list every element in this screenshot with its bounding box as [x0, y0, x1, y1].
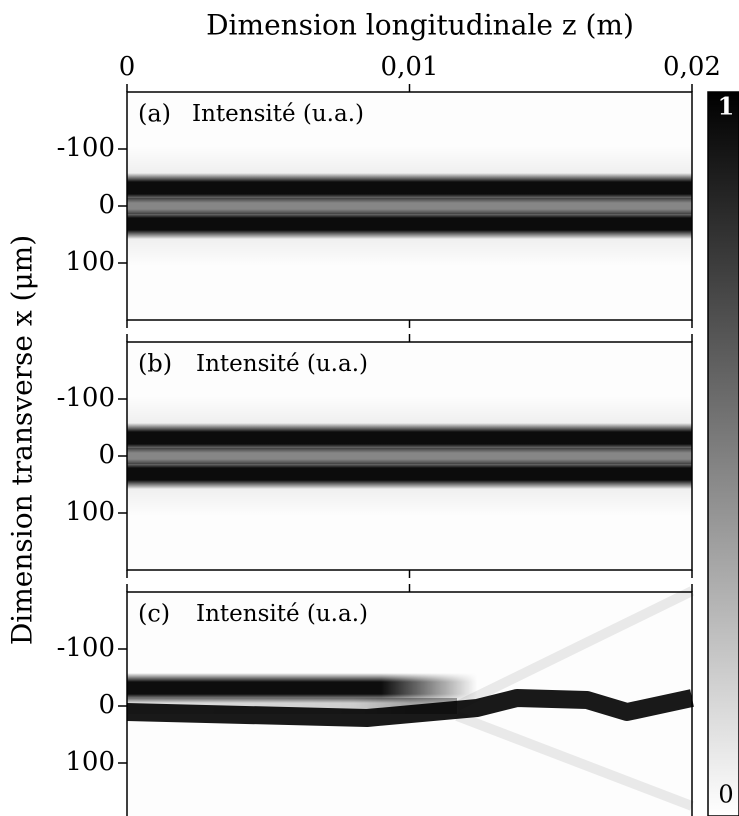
panel-label: (b) — [138, 350, 172, 378]
y-tick-label: 100 — [65, 747, 115, 777]
beam-band — [127, 423, 692, 453]
beam-diffraction — [454, 586, 695, 811]
panel — [126, 91, 693, 321]
y-tick-label: 100 — [65, 247, 115, 277]
y-tick-label: 0 — [98, 440, 115, 470]
colorbar-tick-label: 1 — [718, 92, 735, 121]
y-tick-label: 0 — [98, 190, 115, 220]
y-tick-label: -100 — [57, 383, 115, 413]
x-tick-label: 0 — [119, 52, 136, 82]
panel-title: Intensité (u.a.) — [196, 351, 368, 377]
y-tick-label: -100 — [57, 133, 115, 163]
panel — [126, 586, 695, 816]
colorbar-tick-label: 0 — [718, 781, 733, 809]
beam-halo — [127, 146, 692, 266]
panel-label: (c) — [138, 600, 170, 628]
y-tick-label: -100 — [57, 633, 115, 663]
colorbar — [707, 91, 739, 816]
y-tick-label: 0 — [98, 690, 115, 720]
beam-halo — [127, 396, 692, 516]
x-axis-title: Dimension longitudinale z (m) — [206, 9, 634, 42]
beam-core — [127, 448, 692, 464]
panel-title: Intensité (u.a.) — [196, 601, 368, 627]
beam-band — [127, 173, 692, 203]
y-tick-label: 100 — [65, 497, 115, 527]
beam-core — [127, 198, 692, 214]
beam-band — [127, 459, 692, 489]
x-tick-label: 0,02 — [663, 52, 721, 82]
panel-label: (a) — [138, 100, 171, 128]
panel — [126, 341, 693, 571]
beam-band — [127, 209, 692, 239]
y-axis-title: Dimension transverse x (μm) — [6, 235, 39, 645]
x-tick-label: 0,01 — [381, 52, 439, 82]
beam-band — [126, 689, 694, 727]
panel-title: Intensité (u.a.) — [192, 101, 364, 127]
